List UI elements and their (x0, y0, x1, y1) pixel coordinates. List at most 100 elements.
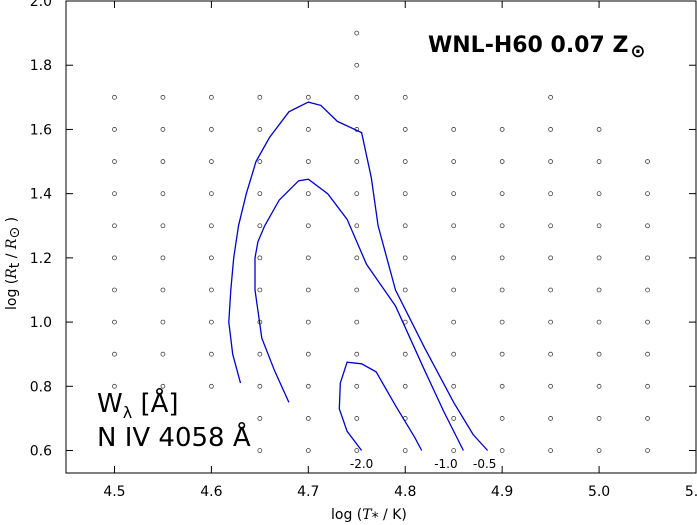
x-tick-label: 5.0 (588, 484, 610, 500)
model-point (354, 383, 360, 389)
model-point (305, 191, 311, 197)
model-point (112, 127, 117, 132)
x-tick-label: 5.1 (685, 484, 697, 500)
model-point (112, 223, 117, 229)
model-point (354, 159, 360, 164)
y-tick-label: 1.0 (30, 315, 52, 331)
model-point (596, 287, 602, 293)
model-point (354, 223, 360, 229)
model-point (596, 351, 602, 357)
model-point (208, 287, 214, 293)
model-point (645, 287, 650, 293)
model-point (499, 159, 505, 164)
axis-ticks: 4.5 4.6 4.7 4.8 4.9 5.0 5.1 0.6 0.8 1.0 1.2 1.4 1.6 1… (30, 0, 697, 500)
model-point (548, 383, 554, 389)
contour-labels: -2.0 -1.0 -0.5 (350, 457, 497, 471)
model-point (354, 448, 360, 453)
model-point (257, 94, 263, 100)
model-point (596, 448, 602, 453)
model-point (208, 94, 214, 100)
model-point (499, 416, 505, 421)
model-point (354, 191, 360, 197)
model-point (402, 383, 408, 389)
model-point (112, 191, 117, 197)
model-point (112, 383, 117, 389)
model-point (257, 383, 263, 389)
y-tick-label: 1.4 (30, 187, 52, 203)
model-point (402, 255, 408, 261)
model-point (596, 191, 602, 197)
sun-symbol: ⊙ (630, 41, 645, 62)
model-point (548, 351, 554, 357)
model-point (305, 383, 311, 389)
model-point (596, 319, 602, 325)
model-point (257, 255, 263, 261)
model-point (354, 351, 360, 357)
model-point (305, 351, 311, 357)
model-point (548, 223, 554, 229)
model-point (112, 351, 117, 357)
model-point (257, 416, 263, 421)
model-point (305, 255, 311, 261)
model-point (112, 255, 117, 261)
model-point (402, 351, 408, 357)
model-point (548, 416, 554, 421)
x-axis-label: log (T* / K) (331, 507, 407, 525)
model-point (354, 94, 360, 100)
model-point (305, 319, 311, 325)
model-point (596, 383, 602, 389)
model-point (354, 319, 360, 325)
model-point (160, 319, 166, 325)
model-point (402, 127, 408, 132)
model-point (596, 159, 602, 164)
model-point (451, 416, 457, 421)
model-point (354, 416, 360, 421)
model-point (305, 287, 311, 293)
model-point (208, 319, 214, 325)
model-point (645, 448, 650, 453)
model-point (548, 448, 554, 453)
annotation-line1: Wλ [Å] (97, 387, 179, 422)
model-point (451, 223, 457, 229)
model-point (160, 159, 166, 164)
model-point (402, 287, 408, 293)
model-point (257, 287, 263, 293)
annotation-line2: N IV 4058 Å (97, 421, 251, 453)
model-point (645, 416, 650, 421)
model-point (402, 94, 408, 100)
x-tick-label: 4.5 (103, 484, 125, 500)
model-point (208, 383, 214, 389)
model-point (208, 127, 214, 132)
model-point (451, 448, 457, 453)
model-point (402, 191, 408, 197)
model-point (354, 62, 360, 68)
model-point (645, 255, 650, 261)
contour-label: -2.0 (350, 457, 373, 471)
y-tick-label: 1.8 (30, 58, 52, 74)
model-point (112, 159, 117, 164)
model-point (305, 448, 311, 453)
model-point (548, 191, 554, 197)
model-point (596, 223, 602, 229)
model-point (499, 351, 505, 357)
model-point (208, 191, 214, 197)
model-point (305, 223, 311, 229)
model-point (451, 319, 457, 325)
model-point (112, 319, 117, 325)
model-point (305, 127, 311, 132)
model-point (208, 223, 214, 229)
x-tick-label: 4.9 (491, 484, 513, 500)
contour-line (338, 361, 423, 451)
model-point (645, 191, 650, 197)
model-grid-points (112, 30, 650, 453)
contour-label: -1.0 (434, 457, 457, 471)
y-tick-label: 0.8 (30, 379, 52, 395)
contour-lines (228, 101, 489, 451)
model-point (548, 319, 554, 325)
model-point (645, 319, 650, 325)
y-tick-label: 2.0 (30, 0, 52, 10)
model-point (257, 223, 263, 229)
model-point (499, 255, 505, 261)
model-point (257, 191, 263, 197)
